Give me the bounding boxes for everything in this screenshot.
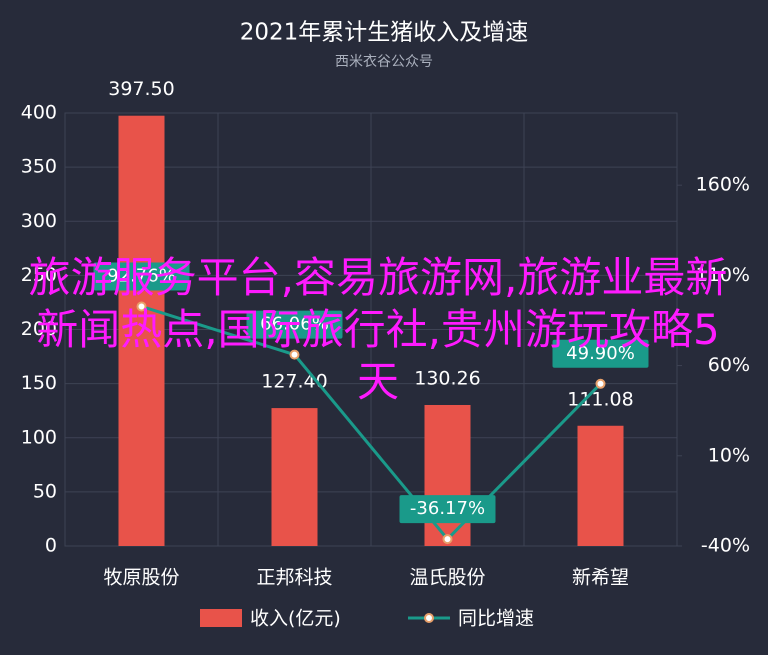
chart-title: 2021年累计生猪收入及增速 [240,20,529,46]
y2-tick-label: 60% [708,354,750,376]
legend-label: 收入(亿元) [250,608,341,630]
y-tick-label: 400 [21,102,57,124]
y2-tick-label: 110% [696,264,750,286]
line-value-label: 92.76% [107,265,176,286]
bar-value-label: 130.26 [414,367,480,389]
line-value-label: 66.06% [260,314,329,335]
bar [271,408,318,546]
x-tick-label: 正邦科技 [256,567,332,589]
y-tick-label: 100 [21,426,57,448]
x-tick-label: 新希望 [572,567,629,589]
line-point [289,349,300,360]
line-point [595,378,606,389]
x-tick-label: 温氏股份 [409,567,485,589]
legend-swatch [200,609,242,627]
line-label-box [93,262,190,291]
bar [118,115,165,547]
legend-swatch-point [424,613,434,623]
y-tick-label: 200 [21,318,57,340]
y-tick-label: 150 [21,372,57,394]
line-point [136,301,147,312]
y-tick-label: 0 [45,535,57,557]
y2-tick-label: 10% [708,444,750,466]
line [141,305,602,542]
bar-value-label: 111.08 [567,388,633,410]
y-tick-label: 50 [33,480,57,502]
chart-subtitle: 西米衣谷公众号 [335,54,433,70]
line-label-box [552,339,649,368]
legend-label: 同比增速 [458,608,534,630]
bar [577,425,624,546]
line-label-box [399,495,496,524]
line-point [442,534,453,545]
y-tick-label: 300 [21,210,57,232]
line-label-box [246,310,343,339]
line-value-label: -36.17% [410,498,485,519]
y2-tick-label: -40% [701,535,750,557]
line-value-label: 49.90% [566,343,635,364]
overlay-text: 旅游服务平台,容易旅游网,旅游业最新新闻热点,国际旅行社,贵州游玩攻略5天 [28,253,728,406]
x-tick-label: 牧原股份 [103,567,179,589]
y2-tick-label: 160% [696,174,750,196]
y-tick-label: 250 [21,264,57,286]
bar-value-label: 397.50 [108,78,174,100]
y-tick-label: 350 [21,156,57,178]
